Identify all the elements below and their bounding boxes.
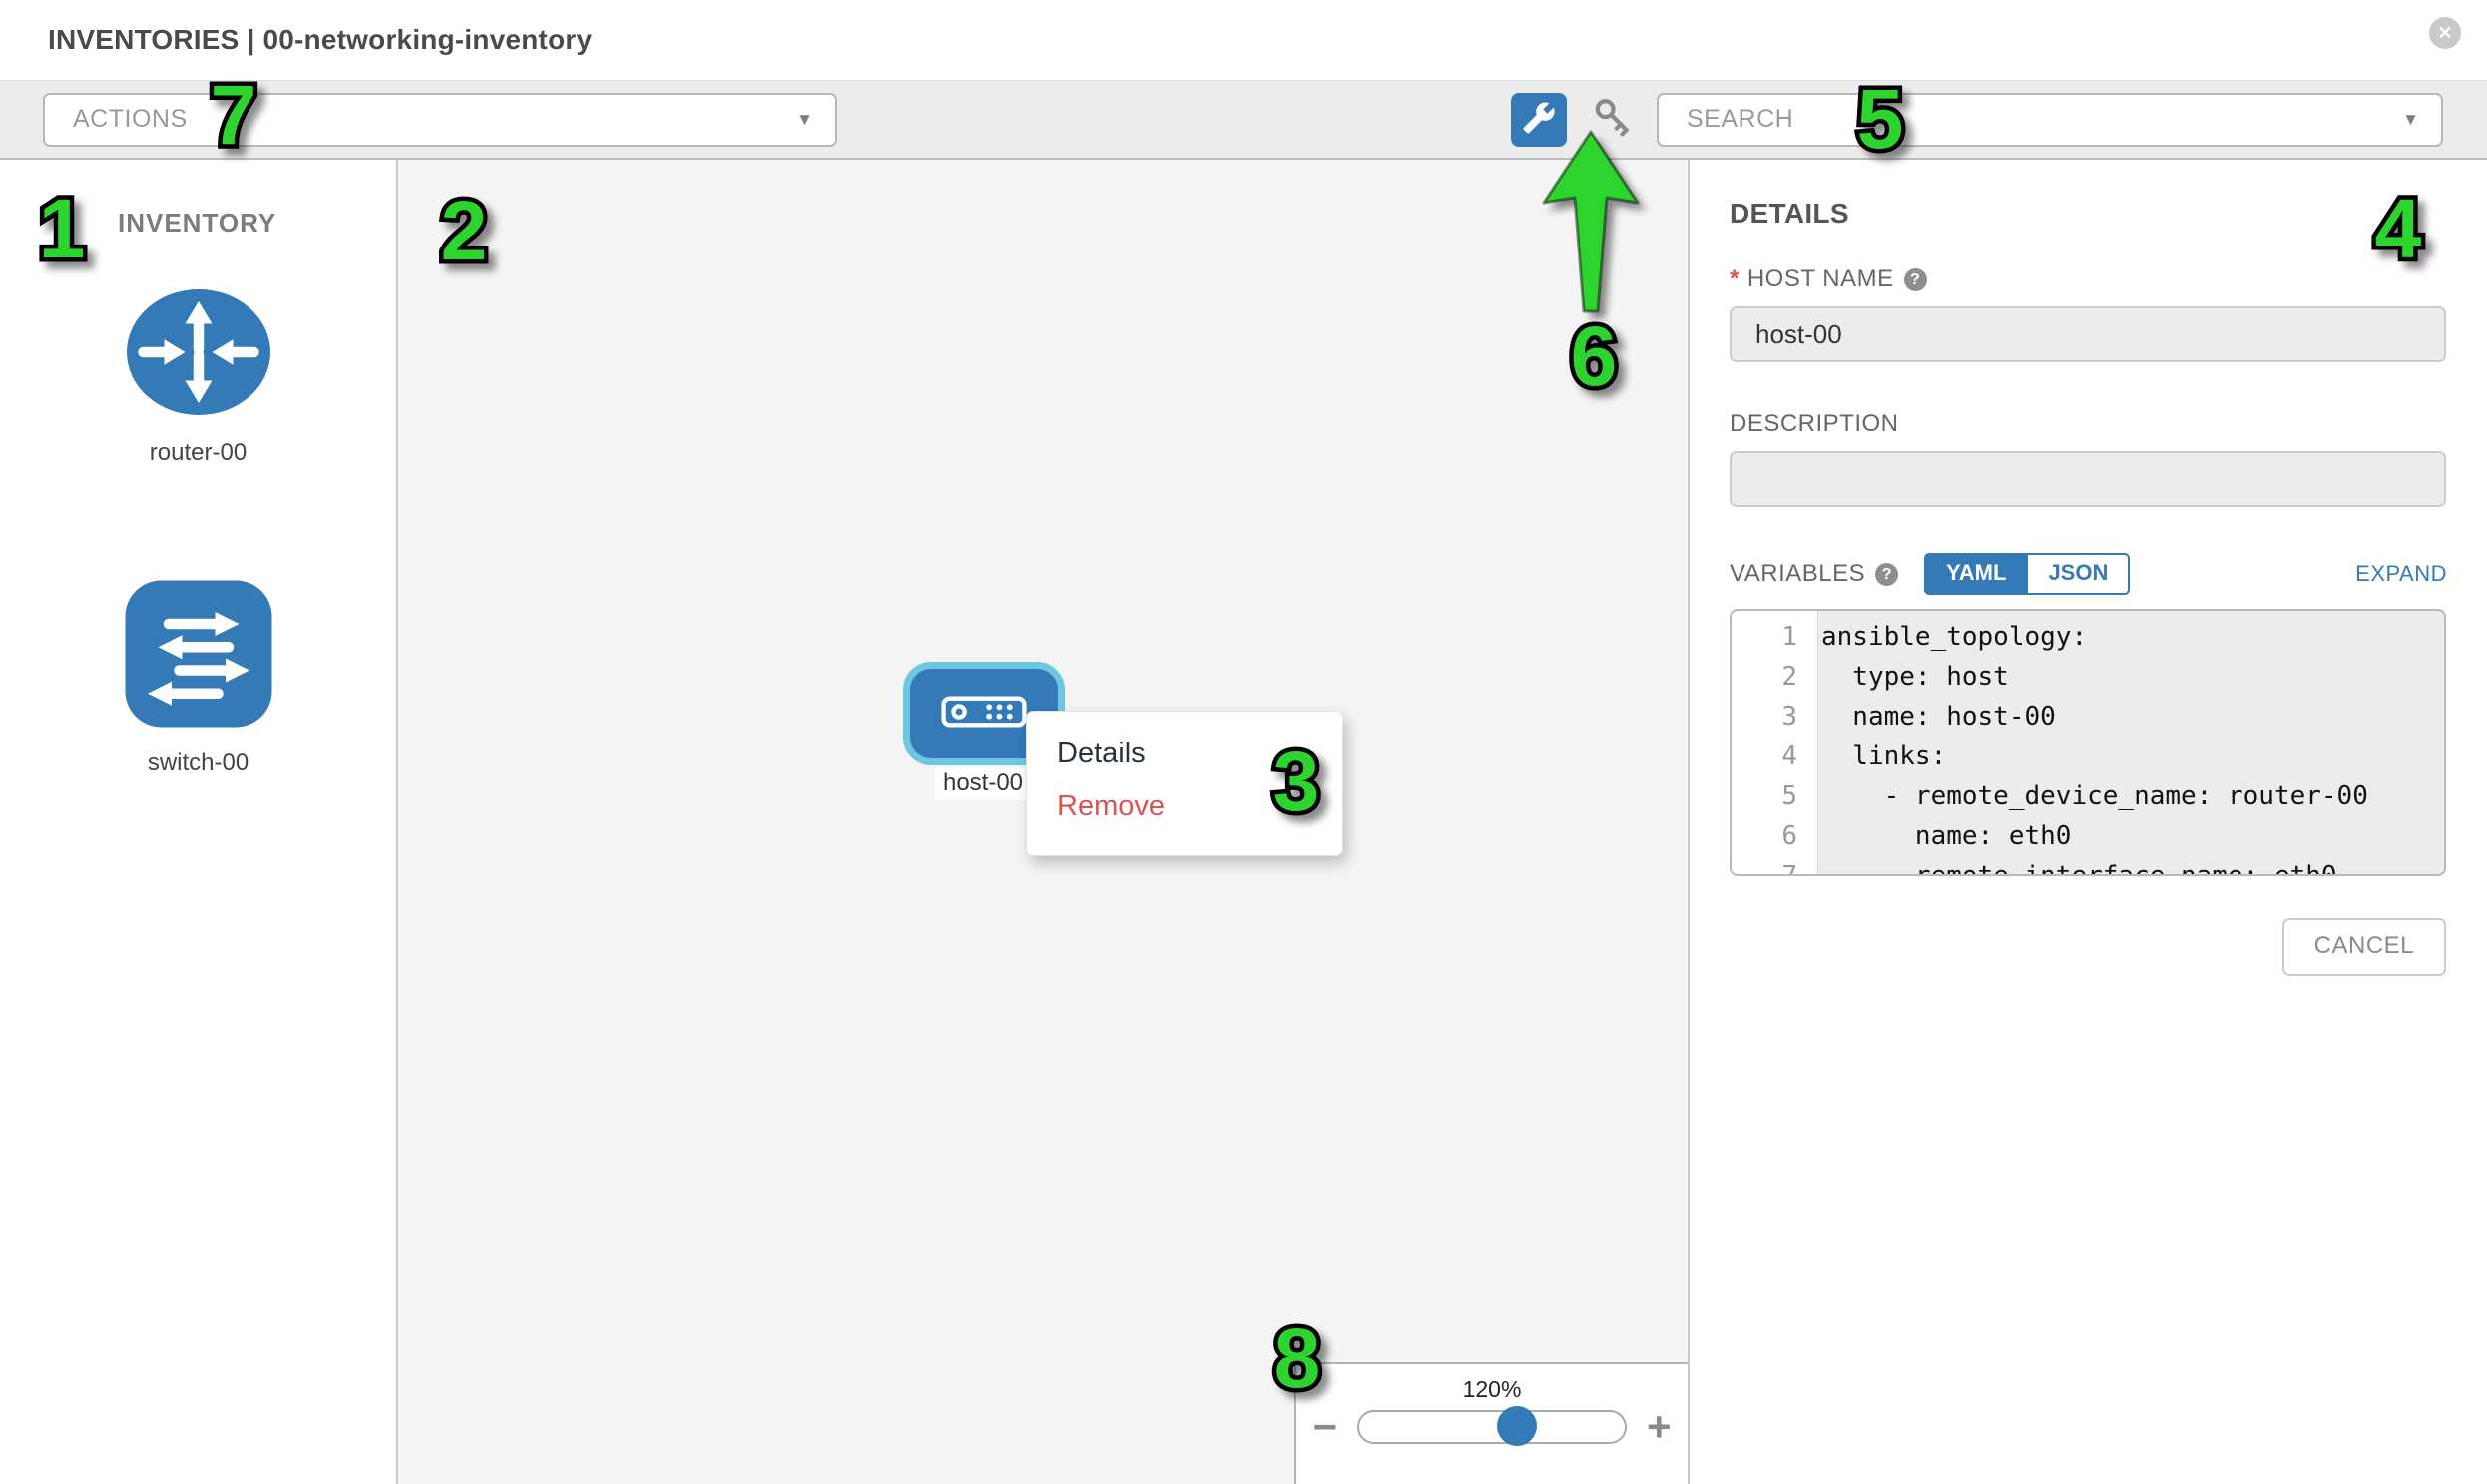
zoom-control: 120% − + (1294, 1362, 1688, 1484)
line-number: 6 (1781, 821, 1797, 851)
sidebar-title: INVENTORY (118, 208, 277, 238)
line-text: type: host (1821, 662, 2009, 692)
help-question-icon[interactable]: ? (1903, 267, 1927, 291)
line-text: links: (1821, 742, 1947, 771)
zoom-level-value: 120% (1462, 1376, 1522, 1402)
main-area: INVENTORY (0, 160, 2487, 1484)
server-icon (941, 696, 1027, 733)
chevron-down-icon: ▼ (796, 109, 813, 129)
variables-label: VARIABLES (1730, 560, 1866, 587)
line-number: 5 (1781, 781, 1797, 811)
toolbar: ACTIONS ▼ SEARCH ▼ (0, 80, 2487, 160)
topology-canvas[interactable]: host-00 Details Remove 120% − + (398, 160, 1690, 1484)
header-bar: INVENTORIES | 00-networking-inventory (0, 0, 2487, 80)
palette-item-label: switch-00 (147, 749, 249, 776)
description-label: DESCRIPTION (1730, 410, 1899, 437)
key-icon (1592, 96, 1634, 143)
variables-code-editor[interactable]: 1 ansible_topology: 2 type: host 3 name:… (1730, 609, 2446, 876)
host-name-label: HOST NAME (1746, 265, 1894, 292)
expand-link[interactable]: EXPAND (2355, 561, 2447, 586)
line-text: ansible_topology: (1821, 622, 2088, 652)
details-panel: DETAILS * HOST NAME ? DESCRIPTION VARIAB… (1690, 160, 2487, 1484)
host-name-input[interactable] (1730, 306, 2446, 362)
actions-footer: CANCEL (1730, 918, 2446, 976)
yaml-toggle-button[interactable]: YAML (1924, 553, 2029, 595)
required-asterisk: * (1730, 265, 1740, 292)
wrench-icon (1522, 101, 1556, 138)
palette-item-switch[interactable]: switch-00 (0, 579, 396, 777)
actions-dropdown-label: ACTIONS (73, 105, 188, 133)
menu-item-details[interactable]: Details (1057, 738, 1146, 769)
search-dropdown[interactable]: SEARCH ▼ (1657, 92, 2443, 147)
key-button[interactable] (1591, 98, 1635, 142)
line-number: 3 (1781, 702, 1797, 732)
line-text: name: eth0 (1821, 821, 2072, 851)
host-name-label-row: * HOST NAME ? (1730, 265, 2447, 293)
router-icon (124, 286, 273, 423)
page-title: INVENTORIES | 00-networking-inventory (48, 24, 593, 55)
menu-item-remove[interactable]: Remove (1057, 790, 1165, 822)
code-line: 5 - remote_device_name: router-00 (1732, 776, 2444, 816)
variables-format-toggle: YAML JSON (1924, 553, 2131, 595)
code-line: 6 name: eth0 (1732, 816, 2444, 856)
close-icon[interactable] (2429, 17, 2461, 49)
line-number: 7 (1781, 861, 1797, 876)
search-placeholder: SEARCH (1687, 105, 1794, 133)
code-line: 1 ansible_topology: (1732, 617, 2444, 657)
zoom-slider-thumb[interactable] (1497, 1406, 1537, 1446)
line-number: 4 (1781, 742, 1797, 771)
zoom-slider[interactable] (1357, 1406, 1627, 1446)
inventory-palette-sidebar: INVENTORY (0, 160, 398, 1484)
palette-item-router[interactable]: router-00 (0, 286, 396, 467)
line-text: remote_interface_name: eth0 (1821, 861, 2337, 876)
host-node-label: host-00 (934, 768, 1032, 800)
line-text: name: host-00 (1821, 702, 2056, 732)
details-panel-title: DETAILS (1730, 198, 1849, 229)
line-number: 1 (1781, 622, 1797, 652)
zoom-out-button[interactable]: − (1312, 1403, 1337, 1450)
code-line: 3 name: host-00 (1732, 697, 2444, 737)
actions-dropdown[interactable]: ACTIONS ▼ (43, 92, 837, 147)
palette-item-label: router-00 (149, 439, 248, 466)
cancel-button[interactable]: CANCEL (2281, 918, 2446, 976)
line-number: 2 (1781, 662, 1797, 692)
variables-row: VARIABLES ? YAML JSON EXPAND (1730, 553, 2447, 595)
help-question-icon[interactable]: ? (1875, 562, 1899, 586)
description-input[interactable] (1730, 451, 2446, 507)
code-line: 4 links: (1732, 737, 2444, 776)
json-toggle-button[interactable]: JSON (2028, 553, 2131, 595)
zoom-in-button[interactable]: + (1647, 1403, 1672, 1450)
code-line: 2 type: host (1732, 657, 2444, 697)
node-context-menu: Details Remove (1026, 711, 1343, 856)
toolbox-toggle-button[interactable] (1511, 92, 1567, 147)
line-text: - remote_device_name: router-00 (1821, 781, 2368, 811)
chevron-down-icon: ▼ (2402, 109, 2419, 129)
switch-icon (124, 579, 273, 734)
code-line: 7 remote_interface_name: eth0 (1732, 856, 2444, 876)
